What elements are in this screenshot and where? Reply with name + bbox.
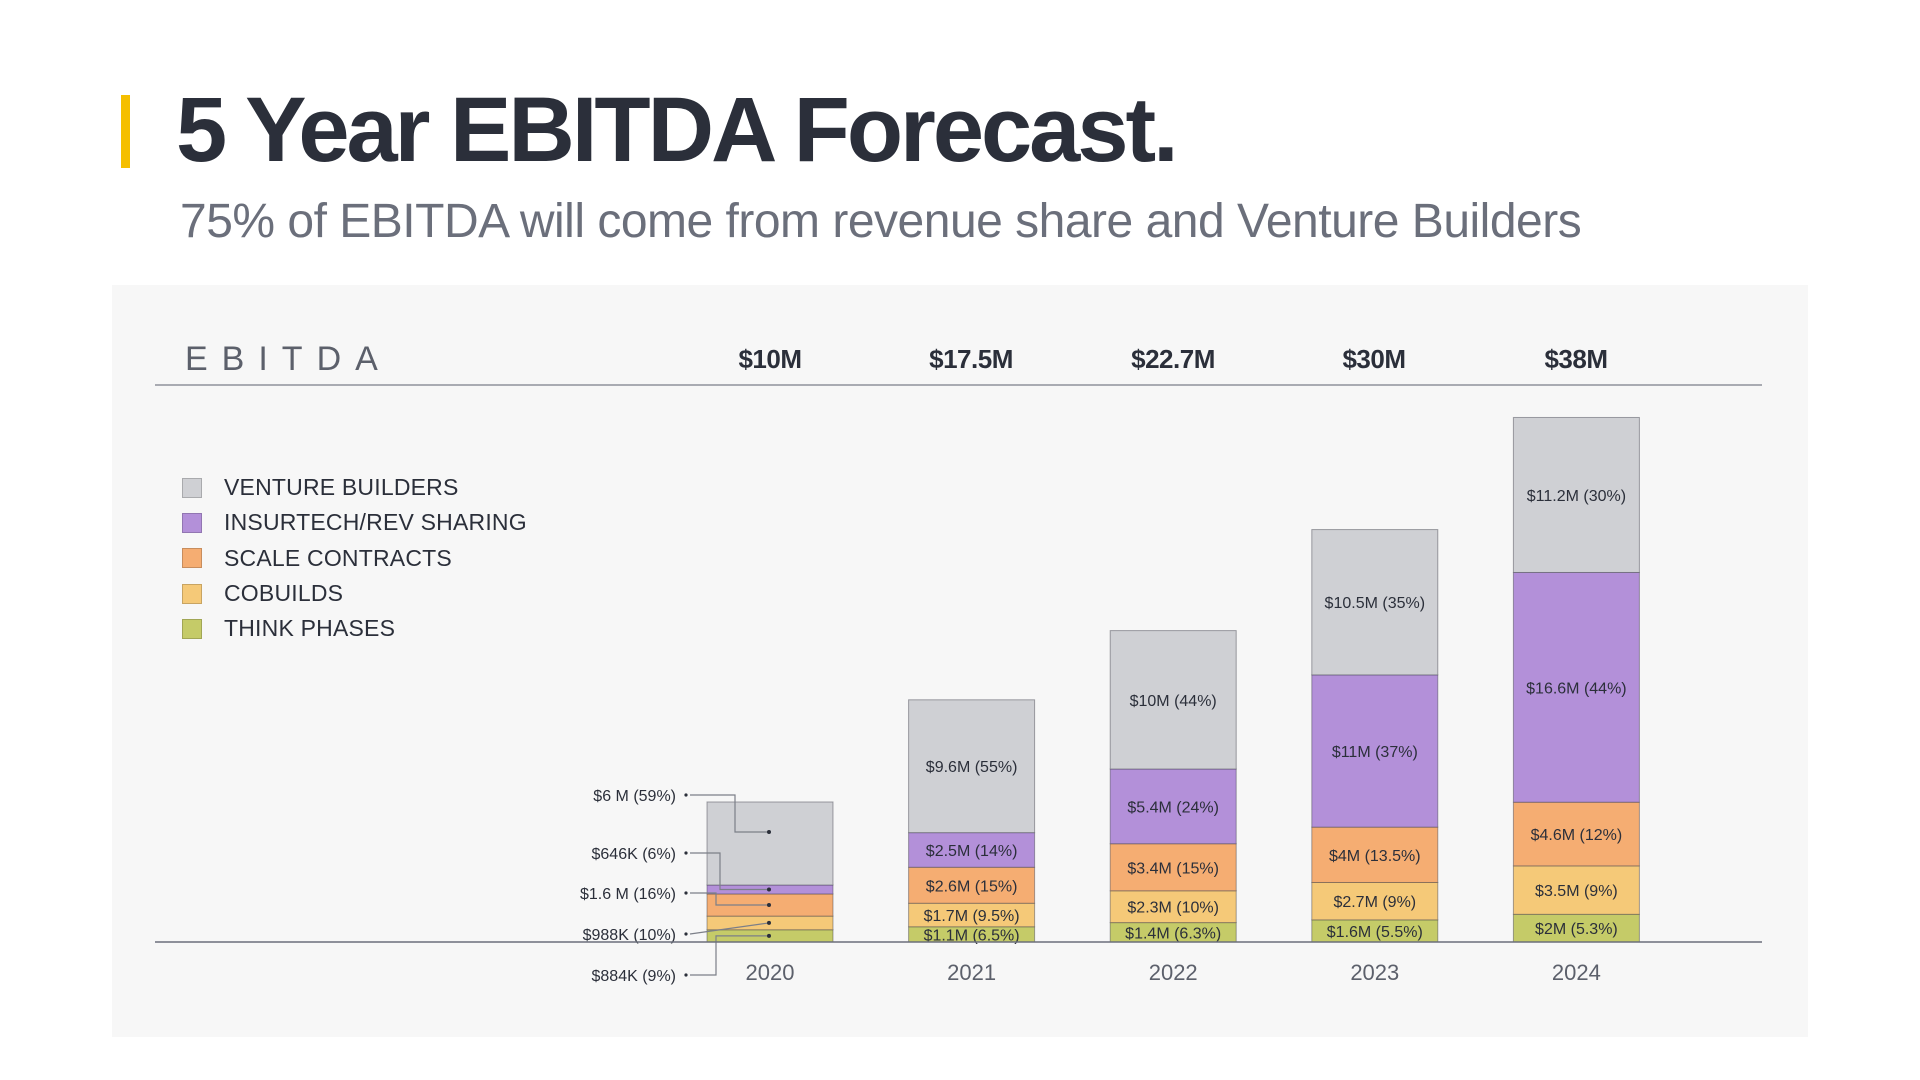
data-label-scale-contracts-2023: $4M (13.5%) bbox=[1329, 848, 1421, 865]
total-label-2023: $30M bbox=[1342, 344, 1406, 374]
total-label-2021: $17.5M bbox=[929, 344, 1013, 374]
bar-segment-scale-contracts-2021 bbox=[908, 866, 1036, 904]
legend-swatch-scale-contracts bbox=[182, 548, 202, 569]
bar-segment-venture-builders-2020 bbox=[706, 801, 834, 886]
callout-label-venture-builders: $6 M (59%) bbox=[593, 788, 676, 805]
legend-item-insurtech: INSURTECH/REV SHARING bbox=[182, 505, 527, 540]
data-label-insurtech-rev-sharing-2022: $5.4M (24%) bbox=[1127, 799, 1219, 816]
bar-segment-insurtech-rev-sharing-2023 bbox=[1311, 674, 1439, 828]
legend-label: COBUILDS bbox=[224, 580, 344, 607]
data-label-venture-builders-2021: $9.6M (55%) bbox=[926, 759, 1018, 776]
total-label-2024: $38M bbox=[1544, 344, 1608, 374]
callout-line-venture-builders bbox=[690, 794, 769, 833]
data-label-venture-builders-2022: $10M (44%) bbox=[1130, 693, 1217, 710]
bar-segment-cobuilds-2024 bbox=[1512, 865, 1640, 915]
bar-segment-scale-contracts-2022 bbox=[1109, 843, 1237, 892]
legend-label: INSURTECH/REV SHARING bbox=[224, 509, 527, 536]
callout-line-think-phases bbox=[690, 935, 769, 976]
legend-item-scale-contracts: SCALE CONTRACTS bbox=[182, 541, 527, 576]
callout-line-insurtech-rev-sharing bbox=[690, 852, 769, 891]
data-label-cobuilds-2023: $2.7M (9%) bbox=[1333, 894, 1416, 911]
legend-swatch-venture-builders bbox=[182, 477, 202, 498]
legend-item-think-phases: THINK PHASES bbox=[182, 611, 527, 646]
page-title: 5 Year EBITDA Forecast. bbox=[176, 79, 1179, 181]
page-subtitle: 75% of EBITDA will come from revenue sha… bbox=[180, 195, 1582, 248]
callout-label-cobuilds: $988K (10%) bbox=[583, 927, 676, 944]
bar-segment-scale-contracts-2023 bbox=[1311, 826, 1439, 883]
data-label-scale-contracts-2024: $4.6M (12%) bbox=[1531, 827, 1623, 844]
callout-end-dot-venture-builders bbox=[767, 829, 771, 834]
legend-swatch-think-phases bbox=[182, 618, 202, 639]
bar-segment-cobuilds-2021 bbox=[908, 902, 1036, 928]
data-label-think-phases-2022: $1.4M (6.3%) bbox=[1125, 925, 1221, 942]
data-label-insurtech-rev-sharing-2024: $16.6M (44%) bbox=[1526, 680, 1627, 697]
data-label-insurtech-rev-sharing-2023: $11M (37%) bbox=[1332, 744, 1418, 761]
data-label-think-phases-2024: $2M (5.3%) bbox=[1535, 921, 1618, 938]
total-label-2020: $10M bbox=[738, 344, 802, 374]
bar-segment-venture-builders-2021 bbox=[908, 699, 1036, 834]
callout-start-dot-think-phases bbox=[684, 973, 688, 977]
callout-label-think-phases: $884K (9%) bbox=[592, 968, 677, 985]
data-label-scale-contracts-2021: $2.6M (15%) bbox=[926, 878, 1018, 895]
bar-segment-cobuilds-2022 bbox=[1109, 890, 1237, 924]
callout-end-dot-think-phases bbox=[767, 933, 771, 938]
legend-label: SCALE CONTRACTS bbox=[224, 544, 452, 571]
data-label-think-phases-2023: $1.6M (5.5%) bbox=[1327, 924, 1423, 941]
legend-label: THINK PHASES bbox=[224, 615, 396, 642]
bar-segment-cobuilds-2023 bbox=[1311, 881, 1439, 921]
legend-swatch-cobuilds bbox=[182, 583, 202, 604]
callout-start-dot-venture-builders bbox=[684, 793, 688, 797]
data-label-think-phases-2021: $1.1M (6.5%) bbox=[924, 927, 1020, 944]
legend-item-venture-builders: VENTURE BUILDERS bbox=[182, 470, 527, 505]
chart-title: EBITDA bbox=[185, 340, 392, 378]
data-label-venture-builders-2023: $10.5M (35%) bbox=[1325, 595, 1426, 612]
x-tick-label-2020: 2020 bbox=[746, 960, 795, 985]
bar-segment-venture-builders-2022 bbox=[1109, 630, 1237, 770]
x-tick-label-2024: 2024 bbox=[1552, 960, 1601, 985]
data-label-venture-builders-2024: $11.2M (30%) bbox=[1527, 488, 1626, 505]
chart-legend: VENTURE BUILDERS INSURTECH/REV SHARING S… bbox=[182, 470, 527, 646]
data-label-cobuilds-2021: $1.7M (9.5%) bbox=[924, 908, 1020, 925]
callout-end-dot-cobuilds bbox=[767, 920, 771, 925]
legend-label: VENTURE BUILDERS bbox=[224, 474, 459, 501]
callout-end-dot-scale-contracts bbox=[767, 903, 771, 908]
x-tick-label-2021: 2021 bbox=[947, 960, 996, 985]
callout-label-insurtech-rev-sharing: $646K (6%) bbox=[592, 846, 677, 863]
bar-segment-scale-contracts-2024 bbox=[1512, 801, 1640, 867]
bar-segment-venture-builders-2023 bbox=[1311, 529, 1439, 676]
x-tick-label-2023: 2023 bbox=[1350, 960, 1399, 985]
callout-start-dot-scale-contracts bbox=[684, 891, 688, 895]
legend-item-cobuilds: COBUILDS bbox=[182, 576, 527, 611]
data-label-insurtech-rev-sharing-2021: $2.5M (14%) bbox=[926, 843, 1018, 860]
callout-start-dot-cobuilds bbox=[684, 932, 688, 936]
bar-segment-insurtech-rev-sharing-2022 bbox=[1109, 768, 1237, 845]
legend-swatch-insurtech bbox=[182, 512, 202, 533]
callout-label-scale-contracts: $1.6 M (16%) bbox=[580, 886, 676, 903]
bar-segment-insurtech-rev-sharing-2024 bbox=[1512, 571, 1640, 803]
callout-start-dot-insurtech-rev-sharing bbox=[684, 851, 688, 855]
header-divider bbox=[155, 384, 1762, 386]
data-label-cobuilds-2024: $3.5M (9%) bbox=[1535, 883, 1618, 900]
title-accent-bar bbox=[121, 95, 130, 168]
x-tick-label-2022: 2022 bbox=[1149, 960, 1198, 985]
callout-end-dot-insurtech-rev-sharing bbox=[767, 887, 771, 892]
data-label-scale-contracts-2022: $3.4M (15%) bbox=[1127, 860, 1219, 877]
callout-line-scale-contracts bbox=[690, 892, 769, 906]
data-label-cobuilds-2022: $2.3M (10%) bbox=[1127, 900, 1219, 917]
callout-line-cobuilds bbox=[689, 922, 770, 935]
total-label-2022: $22.7M bbox=[1131, 344, 1215, 374]
bar-segment-venture-builders-2024 bbox=[1512, 416, 1640, 573]
